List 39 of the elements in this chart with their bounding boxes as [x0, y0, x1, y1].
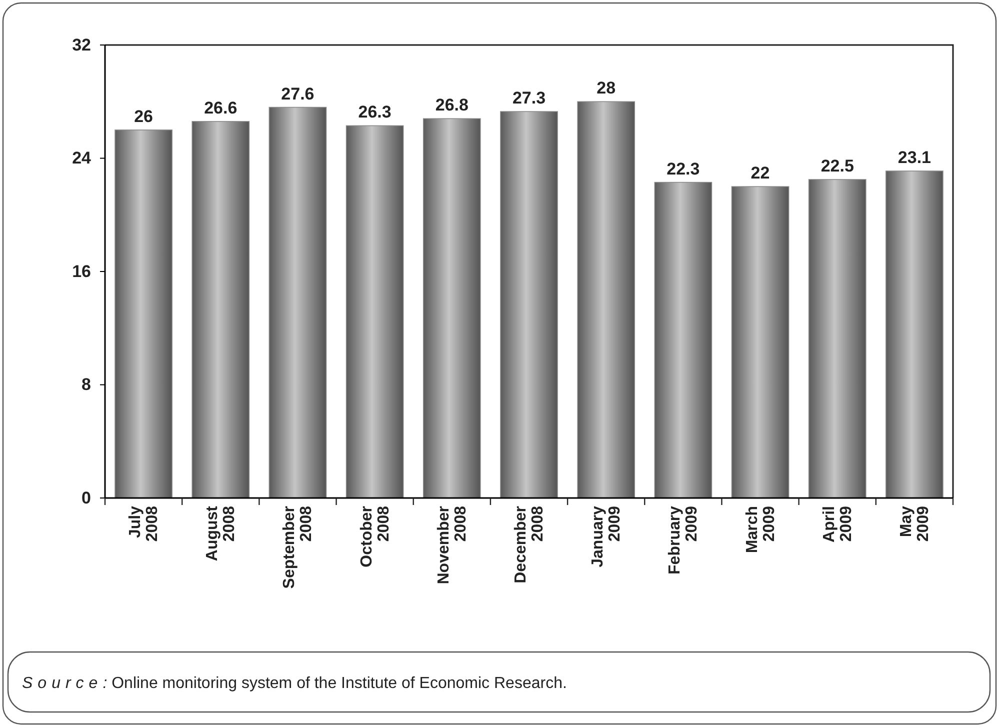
bar [422, 118, 481, 498]
y-tick-label: 32 [72, 35, 91, 54]
data-label: 27.3 [512, 88, 546, 108]
x-tick-label: April 2009 [820, 506, 855, 542]
x-tick-label: November 2008 [435, 506, 470, 584]
bar [268, 106, 327, 498]
x-tick-label: February 2009 [666, 506, 701, 574]
y-tick-label: 24 [72, 148, 92, 168]
data-label: 22 [750, 164, 770, 183]
data-label: 22.3 [666, 159, 700, 178]
y-tick-label: 0 [82, 488, 91, 508]
x-tick-label: September 2008 [281, 506, 316, 589]
x-tick-label: January 2009 [590, 506, 624, 568]
y-tick-label: 8 [82, 375, 91, 394]
data-label: 27.6 [281, 84, 314, 104]
data-label: 26.3 [358, 102, 392, 122]
data-label: 26.6 [204, 98, 238, 118]
bar [886, 170, 944, 498]
x-tick-label: August 2008 [204, 505, 238, 562]
source-note: Source: Online monitoring system of the Institute of Economic Research. [22, 675, 567, 692]
bar [500, 111, 558, 498]
y-tick-label: 16 [72, 262, 91, 281]
bar [731, 186, 790, 498]
data-label: 26 [134, 106, 154, 126]
data-label: 26.8 [435, 96, 468, 115]
bar [346, 125, 404, 498]
x-tick-label: October 2008 [358, 506, 392, 568]
bar [114, 130, 172, 498]
x-tick-label: July 2008 [127, 506, 162, 542]
data-label: 23.1 [898, 148, 931, 167]
x-tick-label: December 2008 [512, 506, 546, 584]
data-label: 28 [596, 78, 616, 98]
data-label: 22.5 [820, 156, 854, 176]
bar [654, 182, 712, 498]
bar [808, 179, 866, 498]
bar [192, 121, 250, 498]
bar [577, 101, 636, 498]
x-tick-label: March 2009 [744, 506, 778, 554]
x-tick-label: May 2009 [898, 506, 932, 542]
